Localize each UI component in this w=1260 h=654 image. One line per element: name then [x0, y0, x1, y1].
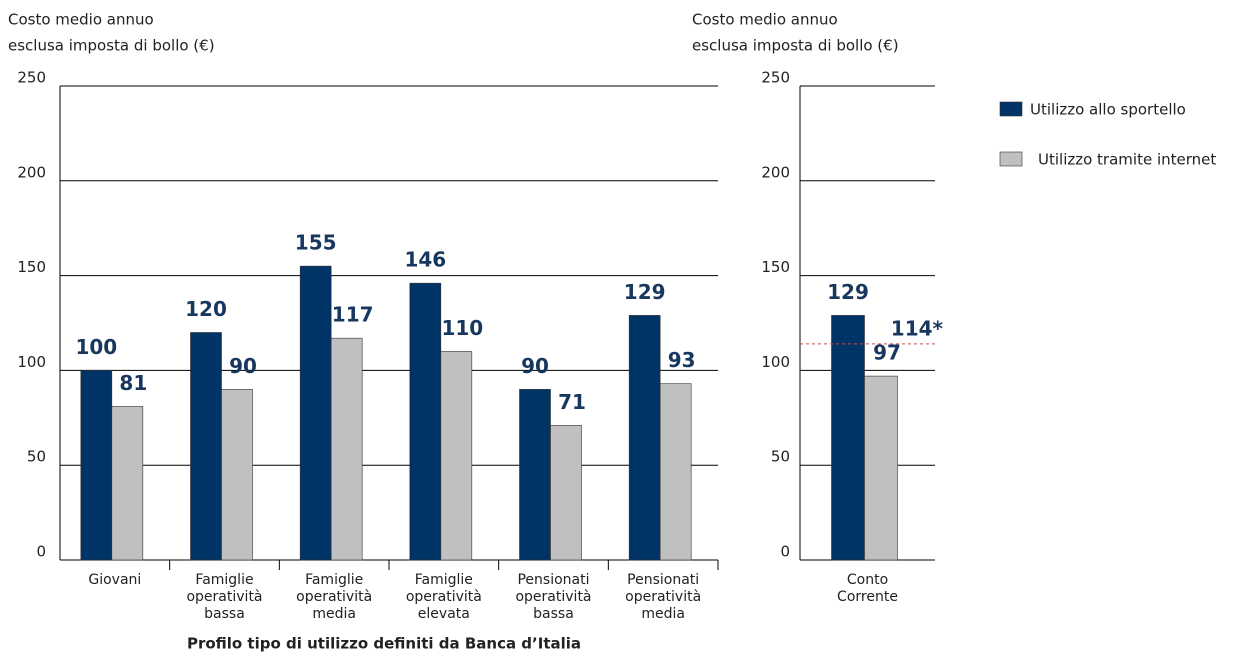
x-tick-label: Famiglie operatività bassa [186, 572, 262, 622]
x-tick-label: Famiglie operatività elevata [406, 572, 482, 622]
x-tick-label-line: operatività [296, 589, 372, 605]
bar [659, 383, 692, 561]
y-tick-label: 200 [17, 163, 46, 181]
x-tick-label: Pensionati operatività bassa [515, 572, 591, 622]
bar [299, 265, 332, 561]
y-tick-label: 150 [17, 258, 46, 276]
y-axis-title: esclusa imposta di bollo (€) [692, 37, 899, 55]
bar [628, 315, 661, 561]
x-tick-label-line: bassa [204, 606, 245, 622]
bar [550, 425, 582, 561]
x-tick-label-line: operatività [406, 589, 482, 605]
x-tick-label-line: bassa [533, 606, 574, 622]
bar [190, 332, 222, 561]
data-label: 93 [668, 348, 696, 372]
bar [80, 370, 113, 561]
y-tick-label: 50 [27, 448, 46, 466]
data-label: 97 [873, 341, 901, 365]
y-axis-title: Costo medio annuo [692, 11, 838, 29]
y-tick-label: 250 [17, 69, 46, 87]
y-axis-title: Costo medio annuo [8, 11, 154, 29]
legend-label: Utilizzo tramite internet [1038, 151, 1216, 169]
x-tick-label-line: Conto [847, 572, 888, 588]
data-label: 81 [119, 371, 147, 395]
x-tick-label: Giovani [88, 572, 141, 588]
legend-swatch [999, 101, 1023, 117]
x-tick-label-line: Famiglie [305, 572, 363, 588]
x-tick-label-line: Corrente [837, 589, 898, 605]
y-tick-label: 0 [780, 543, 790, 561]
data-label: 129 [624, 280, 666, 304]
data-label: 155 [295, 231, 337, 255]
x-tick-label: Famiglie operatività media [296, 572, 372, 622]
bar [831, 315, 865, 561]
y-tick-label: 0 [36, 543, 46, 561]
x-tick-label-line: elevata [418, 606, 470, 622]
y-tick-label: 50 [771, 448, 790, 466]
x-tick-label-line: media [641, 606, 685, 622]
data-label: 120 [185, 297, 227, 321]
reference-label: 114* [891, 316, 944, 340]
bar [864, 375, 898, 561]
legend-swatch [999, 151, 1023, 167]
x-tick-label-line: operatività [515, 589, 591, 605]
x-tick-label-line: Pensionati [517, 572, 589, 588]
y-axis-title: esclusa imposta di bollo (€) [8, 37, 215, 55]
data-label: 90 [521, 354, 549, 378]
bar [221, 389, 253, 561]
data-label: 90 [229, 354, 257, 378]
x-tick-label: Pensionati operatività media [625, 572, 701, 622]
data-label: 129 [827, 280, 869, 304]
x-tick-label-line: Famiglie [415, 572, 473, 588]
data-label: 146 [404, 248, 446, 272]
y-tick-label: 100 [761, 353, 790, 371]
data-label: 71 [558, 390, 586, 414]
y-tick-label: 200 [761, 163, 790, 181]
bar [409, 282, 442, 561]
legend-label: Utilizzo allo sportello [1030, 101, 1186, 119]
data-label: 117 [332, 303, 374, 327]
x-axis-title: Profilo tipo di utilizzo definiti da Ban… [187, 635, 581, 653]
bar [519, 389, 551, 561]
bar [330, 337, 363, 561]
x-tick-label-line: operatività [625, 589, 701, 605]
y-tick-label: 100 [17, 353, 46, 371]
x-tick-label-line: Famiglie [195, 572, 253, 588]
x-tick-label-line: media [312, 606, 356, 622]
bar [111, 406, 144, 561]
y-tick-label: 150 [761, 258, 790, 276]
data-label: 110 [441, 316, 483, 340]
x-tick-label: Conto Corrente [837, 572, 898, 605]
bar [440, 351, 473, 561]
y-tick-label: 250 [761, 69, 790, 87]
data-label: 100 [75, 335, 117, 359]
x-tick-label-line: operatività [186, 589, 262, 605]
x-tick-label-line: Pensionati [627, 572, 699, 588]
